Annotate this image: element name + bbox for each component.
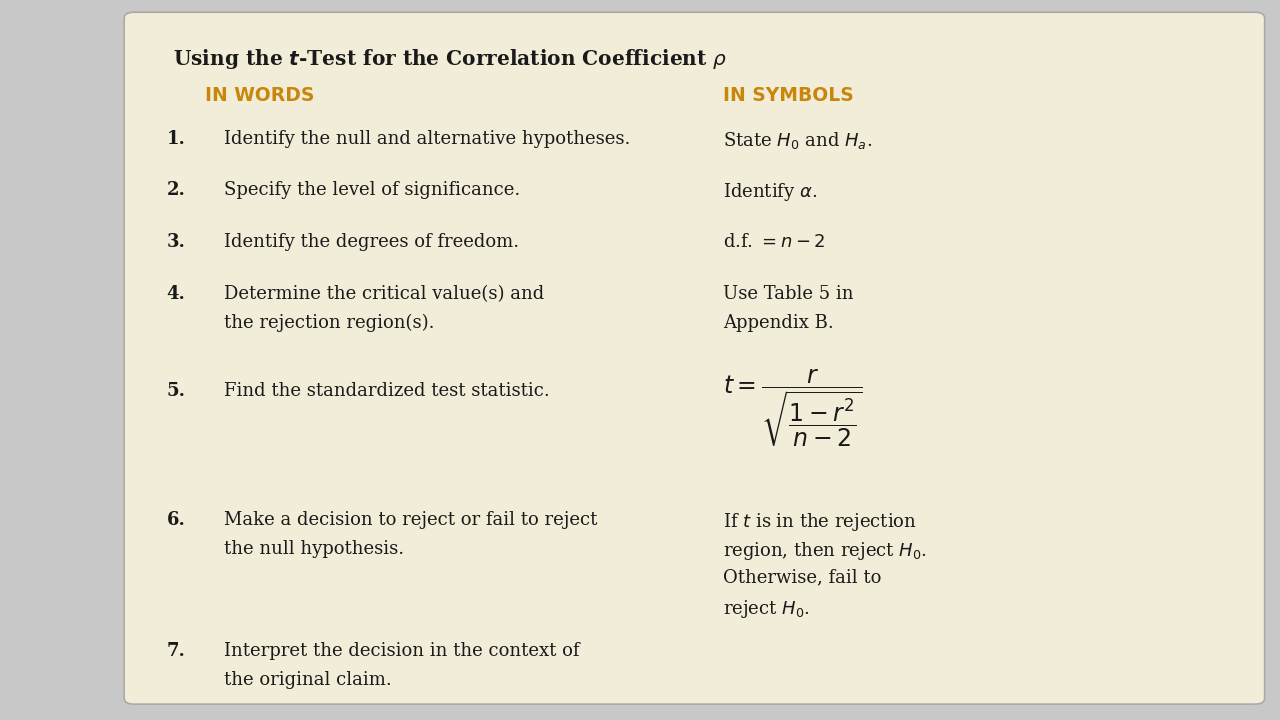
Text: Identify $\alpha$.: Identify $\alpha$. — [723, 181, 818, 204]
Text: Identify the null and alternative hypotheses.: Identify the null and alternative hypoth… — [224, 130, 630, 148]
Text: Identify the degrees of freedom.: Identify the degrees of freedom. — [224, 233, 520, 251]
Text: the original claim.: the original claim. — [224, 671, 392, 689]
Text: 4.: 4. — [166, 285, 186, 303]
Text: Make a decision to reject or fail to reject: Make a decision to reject or fail to rej… — [224, 511, 598, 529]
Text: 5.: 5. — [166, 382, 186, 400]
Text: 7.: 7. — [166, 642, 186, 660]
Text: IN SYMBOLS: IN SYMBOLS — [723, 86, 854, 105]
Text: $t = \dfrac{r}{\sqrt{\dfrac{1-r^2}{n-2}}}$: $t = \dfrac{r}{\sqrt{\dfrac{1-r^2}{n-2}}… — [723, 367, 863, 449]
Text: reject $H_0$.: reject $H_0$. — [723, 598, 810, 620]
Text: Appendix B.: Appendix B. — [723, 314, 835, 332]
Text: the null hypothesis.: the null hypothesis. — [224, 540, 404, 558]
Text: 1.: 1. — [166, 130, 186, 148]
Text: the rejection region(s).: the rejection region(s). — [224, 314, 434, 332]
Text: region, then reject $H_0$.: region, then reject $H_0$. — [723, 540, 927, 562]
Text: 3.: 3. — [166, 233, 186, 251]
Text: d.f. $= n - 2$: d.f. $= n - 2$ — [723, 233, 826, 251]
Text: Specify the level of significance.: Specify the level of significance. — [224, 181, 520, 199]
Text: Find the standardized test statistic.: Find the standardized test statistic. — [224, 382, 549, 400]
Text: State $H_0$ and $H_a$.: State $H_0$ and $H_a$. — [723, 130, 873, 150]
Text: Use Table 5 in: Use Table 5 in — [723, 285, 854, 303]
Text: Determine the critical value(s) and: Determine the critical value(s) and — [224, 285, 544, 303]
Text: If $t$ is in the rejection: If $t$ is in the rejection — [723, 511, 916, 534]
Text: Using the $\bfit{t}$-Test for the Correlation Coefficient $\rho$: Using the $\bfit{t}$-Test for the Correl… — [173, 47, 727, 71]
Text: Otherwise, fail to: Otherwise, fail to — [723, 569, 882, 587]
Text: IN WORDS: IN WORDS — [205, 86, 314, 105]
Text: 2.: 2. — [166, 181, 186, 199]
Text: Interpret the decision in the context of: Interpret the decision in the context of — [224, 642, 580, 660]
Text: 6.: 6. — [166, 511, 186, 529]
